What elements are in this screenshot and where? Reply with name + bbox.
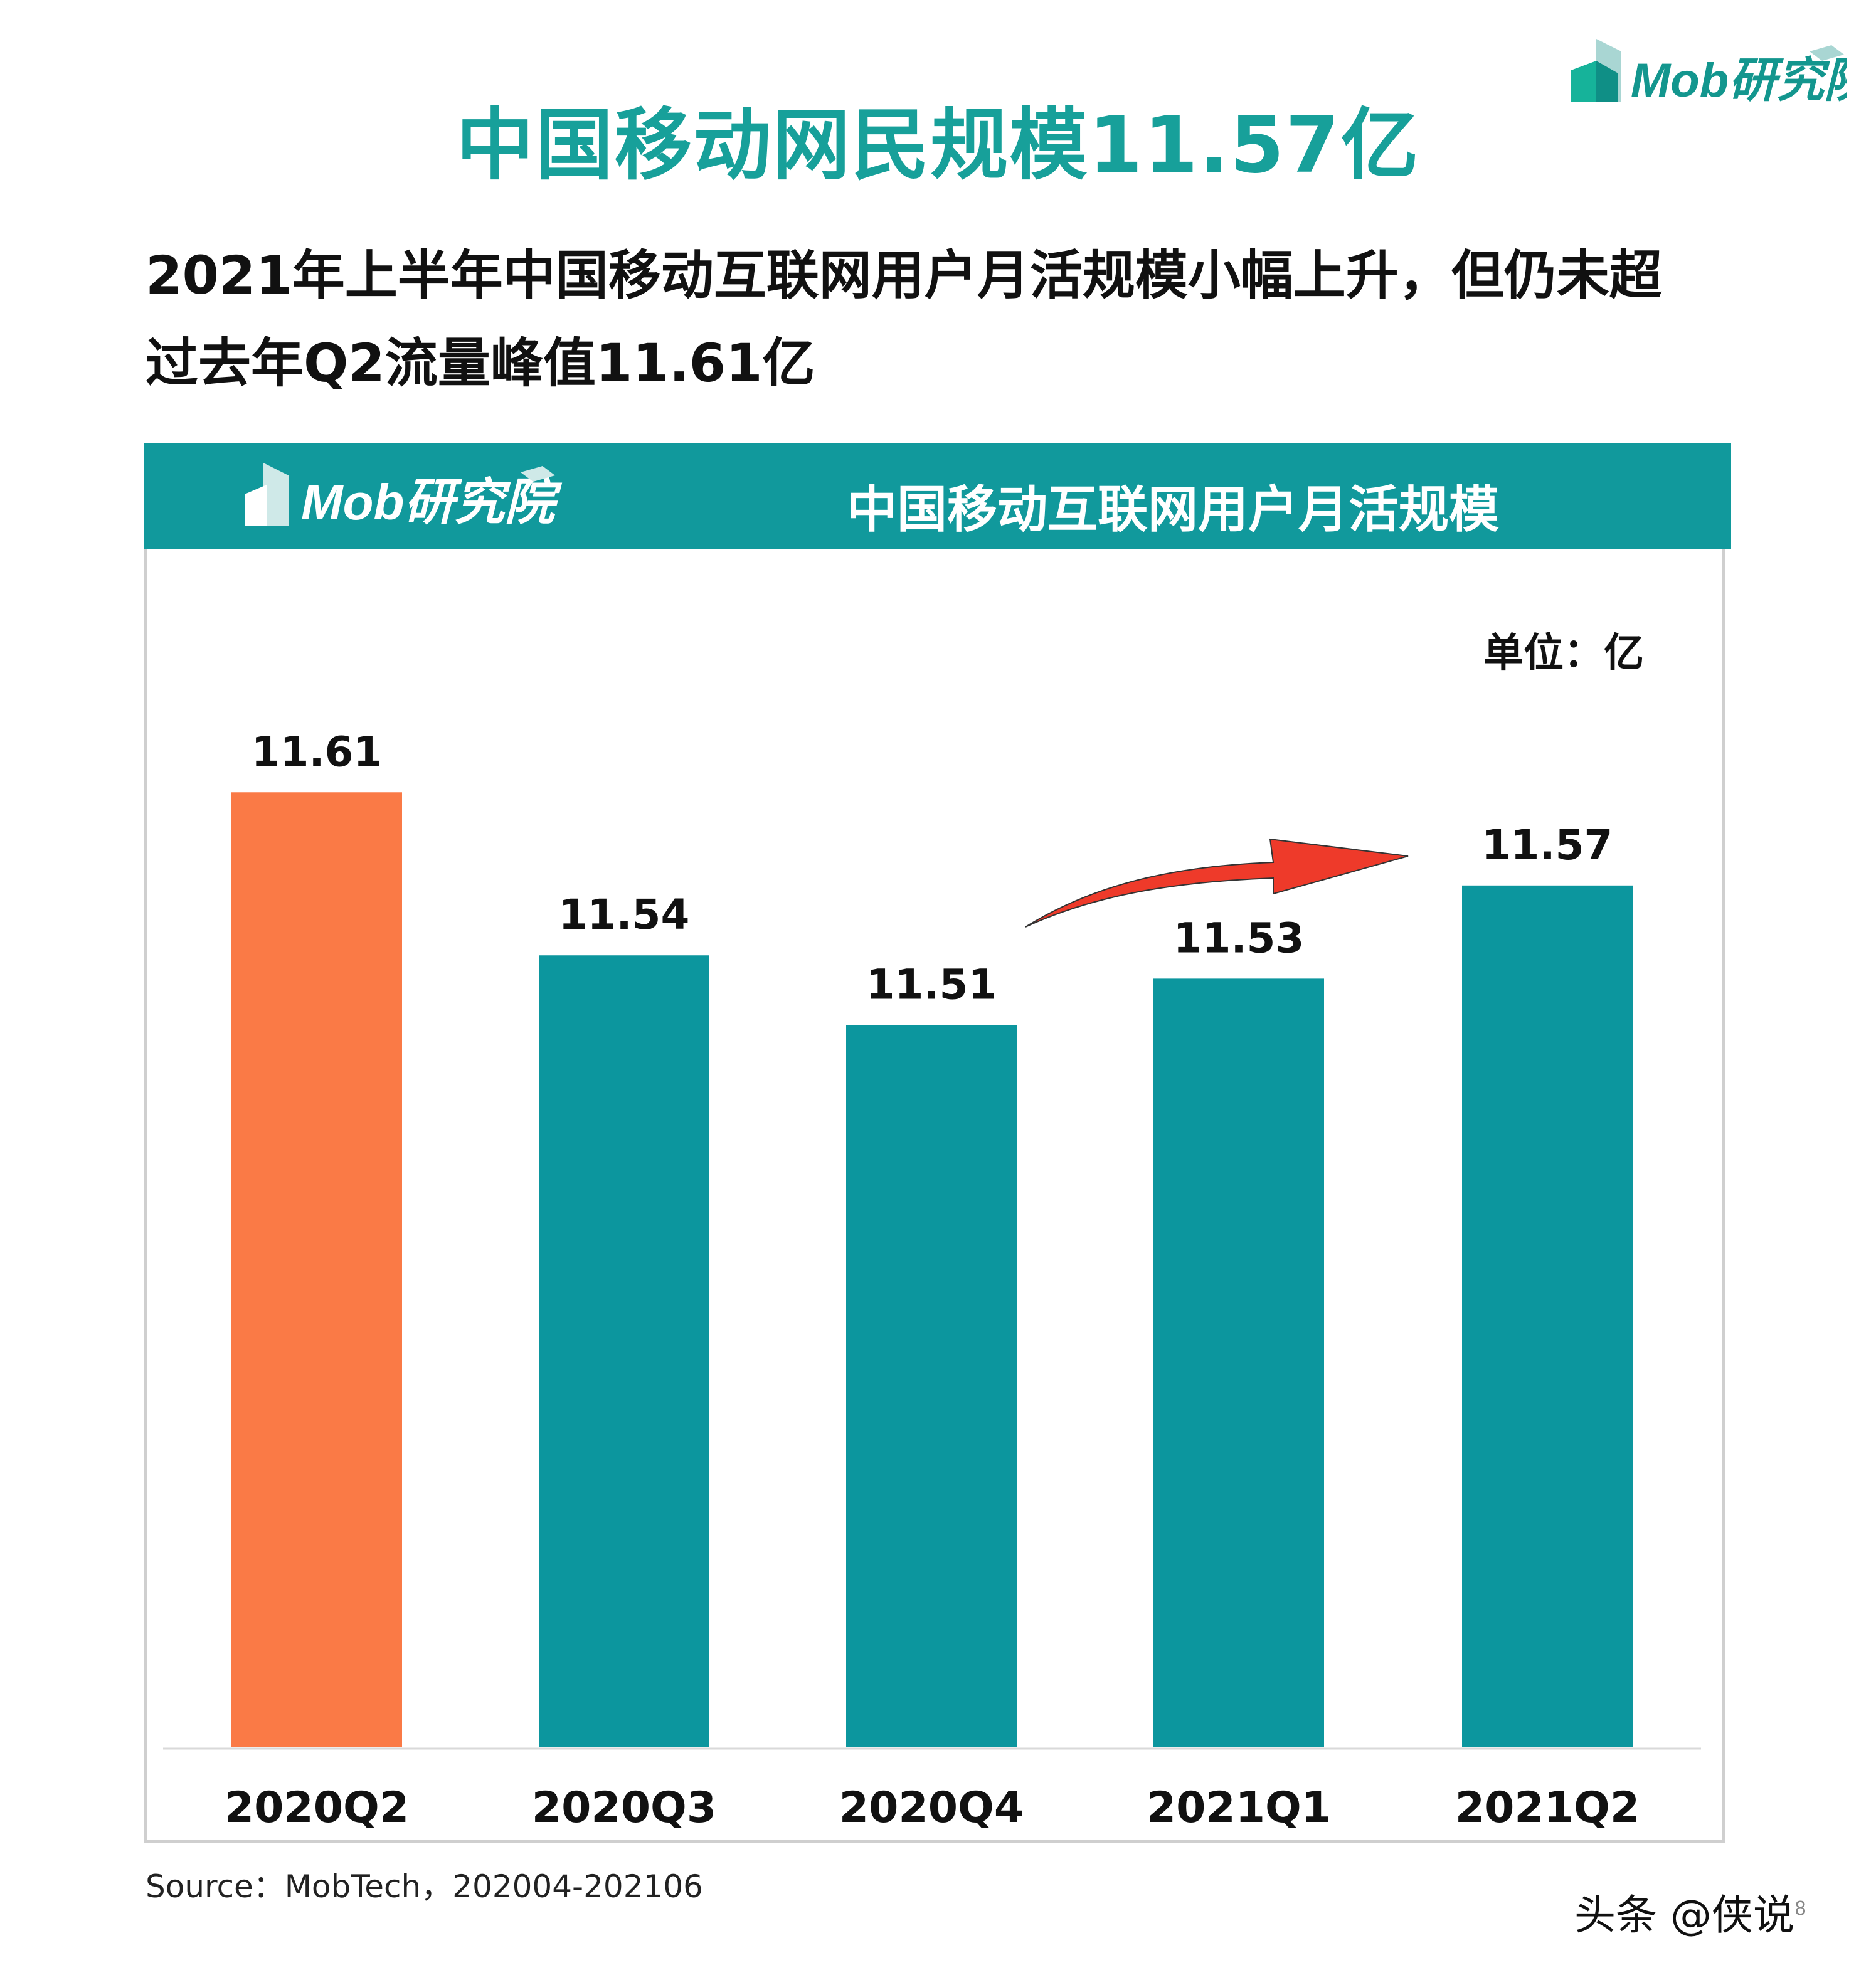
- svg-text:Mob研究院: Mob研究院: [1631, 54, 1847, 107]
- chart-title: 中国移动互联网用户月活规模: [847, 480, 1499, 539]
- page-title: 中国移动网民规模11.57亿: [456, 100, 1420, 191]
- watermark: 头条 @侠说8: [1574, 1882, 1806, 1942]
- data-label: 11.51: [866, 961, 997, 1009]
- svg-text:Mob研究院: Mob研究院: [301, 474, 562, 530]
- bar-2020Q3: [539, 955, 709, 1747]
- x-tick-label: 2020Q3: [532, 1783, 716, 1833]
- mob-logo: Mob研究院: [1571, 39, 1847, 107]
- data-label: 11.57: [1482, 821, 1613, 869]
- bar-2020Q2: [231, 792, 402, 1747]
- bar-2020Q4: [846, 1025, 1017, 1747]
- x-tick-label: 2020Q4: [839, 1783, 1024, 1833]
- chart-frame: [144, 549, 1725, 1843]
- x-tick-label: 2021Q1: [1147, 1783, 1331, 1833]
- trend-arrow: [1025, 838, 1409, 928]
- unit-label: 单位：亿: [1483, 630, 1644, 677]
- source-note: Source：MobTech，202004-202106: [146, 1868, 703, 1905]
- data-label: 11.54: [559, 891, 690, 939]
- subtitle-line-2: 过去年Q2流量峰值11.61亿: [146, 332, 815, 394]
- data-label: 11.53: [1174, 914, 1305, 962]
- page-number: 8: [1794, 1898, 1807, 1920]
- bar-2021Q2: [1462, 885, 1633, 1747]
- x-tick-label: 2021Q2: [1455, 1783, 1640, 1833]
- data-label: 11.61: [252, 728, 383, 776]
- subtitle-line-1: 2021年上半年中国移动互联网用户月活规模小幅上升，但仍未超: [146, 245, 1662, 306]
- chart-header-band: Mob研究院 中国移动互联网用户月活规模: [144, 443, 1731, 549]
- mob-logo-white: Mob研究院: [245, 463, 562, 530]
- watermark-text: 头条 @侠说: [1574, 1891, 1794, 1939]
- x-tick-label: 2020Q2: [225, 1783, 409, 1833]
- bar-2021Q1: [1153, 978, 1324, 1747]
